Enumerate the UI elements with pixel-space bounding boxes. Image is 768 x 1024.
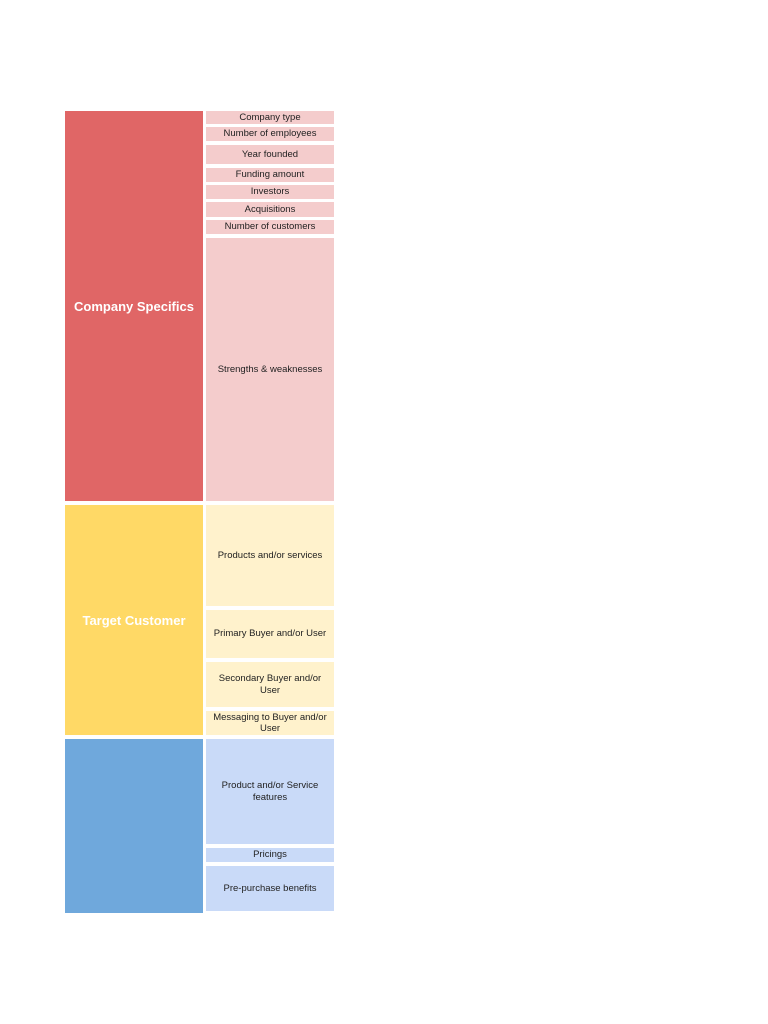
cell-year-founded: Year founded [206, 145, 334, 164]
section-label-target-customer: Target Customer [65, 505, 203, 735]
cell-secondary-buyer: Secondary Buyer and/or User [206, 662, 334, 707]
section-label-product [65, 739, 203, 913]
cell-strengths-weaknesses: Strengths & weaknesses [206, 238, 334, 501]
cell-pre-purchase-benefits: Pre-purchase benefits [206, 866, 334, 911]
cell-pricings: Pricings [206, 848, 334, 862]
cell-funding-amount: Funding amount [206, 168, 334, 182]
cell-investors: Investors [206, 185, 334, 199]
cell-product-service-features: Product and/or Service features [206, 739, 334, 844]
cell-messaging-buyer: Messaging to Buyer and/or User [206, 711, 334, 735]
cell-acquisitions: Acquisitions [206, 202, 334, 217]
cell-primary-buyer: Primary Buyer and/or User [206, 610, 334, 658]
cell-products-services: Products and/or services [206, 505, 334, 606]
section-label-company-specifics: Company Specifics [65, 111, 203, 501]
cell-number-of-employees: Number of employees [206, 127, 334, 141]
cell-company-type: Company type [206, 111, 334, 124]
cell-number-of-customers: Number of customers [206, 220, 334, 234]
